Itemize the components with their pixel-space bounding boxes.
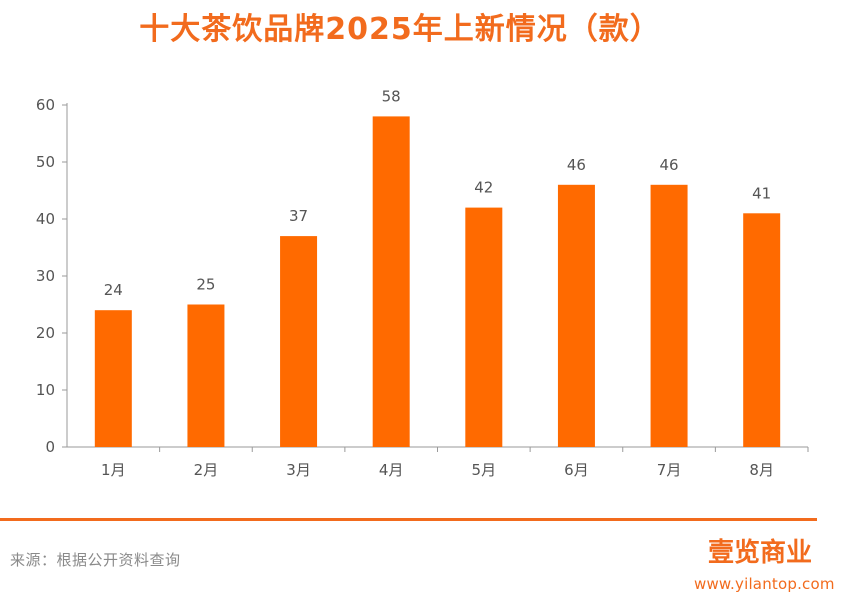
data-label: 24: [104, 281, 123, 299]
x-tick-label: 8月: [749, 461, 774, 479]
y-tick-label: 50: [36, 153, 55, 171]
x-tick-label: 5月: [472, 461, 497, 479]
data-label: 46: [660, 156, 679, 174]
brand-url: www.yilantop.com: [694, 575, 835, 593]
x-tick-label: 7月: [657, 461, 682, 479]
y-tick-label: 30: [36, 267, 55, 285]
y-tick-label: 60: [36, 96, 55, 114]
bar-chart: 0 10 20 30 40 50 60 24 1月 25 2月 37 3月 58 4月 42 5月 46 6月 46 7…: [36, 87, 809, 479]
brand-logo: 壹览商业: [708, 537, 812, 568]
bar: [280, 236, 318, 447]
y-tick-label: 10: [36, 381, 55, 399]
x-tick-label: 6月: [564, 461, 589, 479]
data-label: 37: [289, 207, 308, 225]
x-tick-label: 4月: [379, 461, 404, 479]
y-tick-label: 20: [36, 324, 55, 342]
footer-divider: [0, 518, 817, 521]
brand-logo-text: 壹览商业: [708, 537, 812, 568]
x-tick-label: 1月: [101, 461, 126, 479]
bar: [557, 184, 595, 448]
y-tick-label: 0: [45, 438, 55, 456]
bar: [650, 184, 688, 448]
data-label: 46: [567, 156, 586, 174]
bar: [94, 310, 132, 447]
bar: [372, 116, 410, 448]
bar: [187, 304, 225, 447]
source-note: 来源：根据公开资料查询: [10, 551, 181, 569]
data-label: 58: [382, 87, 401, 105]
data-label: 41: [752, 184, 771, 202]
x-tick-label: 3月: [286, 461, 311, 479]
chart-title: 十大茶饮品牌2025年上新情况（款）: [139, 12, 661, 47]
data-label: 42: [474, 179, 493, 197]
y-tick-label: 40: [36, 210, 55, 228]
bar: [465, 207, 503, 447]
data-label: 25: [196, 276, 215, 294]
bar: [743, 213, 781, 447]
x-tick-label: 2月: [194, 461, 219, 479]
